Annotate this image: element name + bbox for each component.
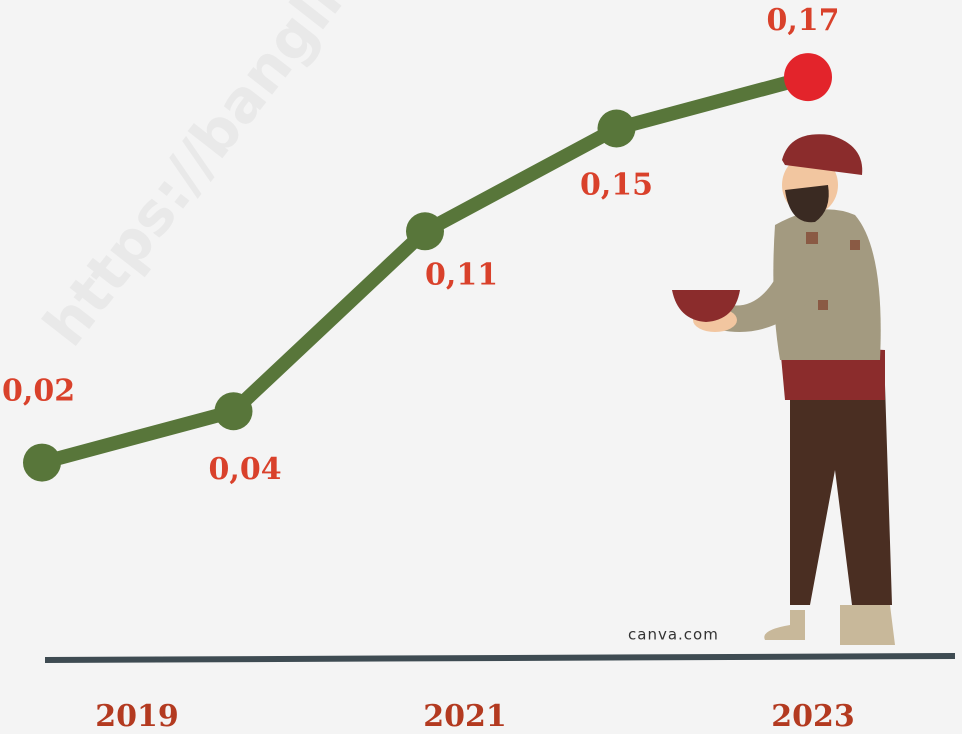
point bbox=[406, 212, 444, 251]
value-label: 0,11 bbox=[425, 257, 498, 292]
value-label: 0,15 bbox=[580, 168, 653, 203]
x-tick-label: 2023 bbox=[771, 699, 855, 734]
point bbox=[597, 109, 636, 148]
baseline bbox=[44, 653, 956, 663]
x-tick-label: 2021 bbox=[423, 699, 507, 734]
value-label: 0,02 bbox=[2, 374, 75, 409]
value-label: 0,17 bbox=[766, 3, 839, 38]
person-illustration bbox=[672, 134, 895, 645]
credit: canva.com bbox=[628, 626, 719, 644]
point bbox=[214, 392, 253, 431]
point bbox=[784, 53, 832, 102]
x-tick-label: 2019 bbox=[95, 699, 179, 734]
value-label: 0,04 bbox=[209, 452, 282, 487]
point bbox=[23, 443, 61, 482]
